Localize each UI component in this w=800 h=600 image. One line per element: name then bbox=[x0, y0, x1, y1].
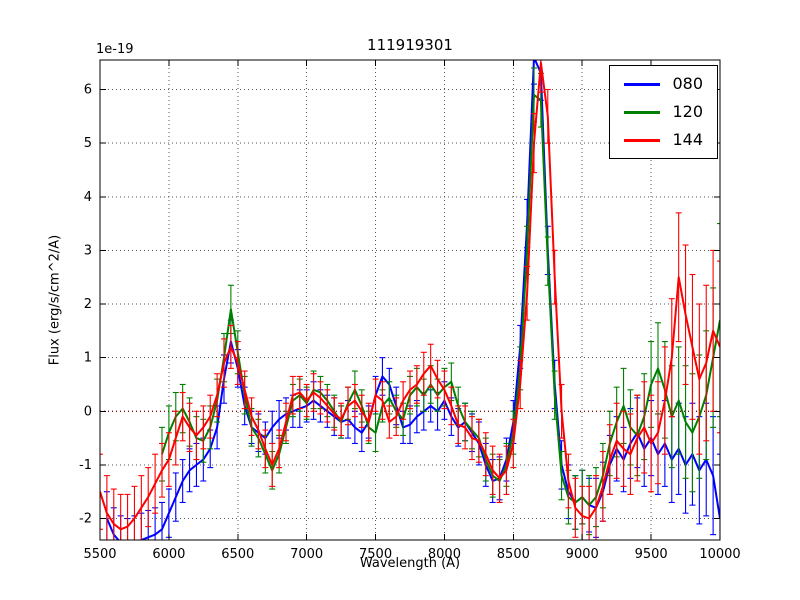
series-144 bbox=[100, 60, 720, 540]
x-tick-label: 6500 bbox=[221, 547, 254, 562]
legend: 080 120 144 bbox=[609, 65, 718, 159]
legend-label: 120 bbox=[672, 102, 703, 121]
series-group bbox=[100, 60, 720, 540]
y-tick-label: -1 bbox=[79, 458, 92, 473]
legend-swatch bbox=[624, 82, 661, 86]
y-tick-label: 3 bbox=[84, 243, 92, 258]
tick-labels: 5500 6000 6500 7000 7500 8000 8500 9000 9500 1000… bbox=[79, 82, 741, 562]
x-tick-label: 8000 bbox=[428, 547, 461, 562]
x-tick-label: 6000 bbox=[152, 547, 185, 562]
x-tick-label: 5500 bbox=[83, 547, 116, 562]
x-tick-label: 9000 bbox=[566, 547, 599, 562]
legend-entry: 080 bbox=[624, 75, 703, 93]
y-axis-label: Flux (erg/s/cm^2/A) bbox=[47, 234, 63, 366]
series-line-080 bbox=[105, 60, 720, 540]
x-tick-label: 10000 bbox=[699, 547, 740, 562]
legend-swatch bbox=[624, 138, 661, 142]
series-line-144 bbox=[100, 61, 720, 531]
legend-label: 144 bbox=[672, 130, 703, 149]
y-tick-label: 1 bbox=[84, 351, 92, 366]
y-tick-label: 4 bbox=[84, 190, 92, 205]
chart-title: 111919301 bbox=[367, 36, 453, 54]
x-tick-label: 7000 bbox=[290, 547, 323, 562]
x-tick-label: 9500 bbox=[635, 547, 668, 562]
x-tick-label: 7500 bbox=[359, 547, 392, 562]
y-tick-label: -2 bbox=[79, 512, 92, 527]
y-tick-label: 0 bbox=[84, 404, 92, 419]
series-line-120 bbox=[161, 93, 720, 507]
y-tick-label: 2 bbox=[84, 297, 92, 312]
x-tick-label: 8500 bbox=[497, 547, 530, 562]
axes-frame bbox=[99, 59, 721, 541]
legend-entry: 144 bbox=[624, 131, 703, 149]
legend-label: 080 bbox=[672, 74, 703, 93]
y-tick-label: 6 bbox=[84, 82, 92, 97]
legend-entry: 120 bbox=[624, 103, 703, 121]
y-axis-offset-text: 1e-19 bbox=[96, 42, 134, 57]
y-tick-label: 5 bbox=[84, 136, 92, 151]
x-axis-label: Wavelength (A) bbox=[359, 556, 461, 571]
legend-swatch bbox=[624, 110, 661, 114]
